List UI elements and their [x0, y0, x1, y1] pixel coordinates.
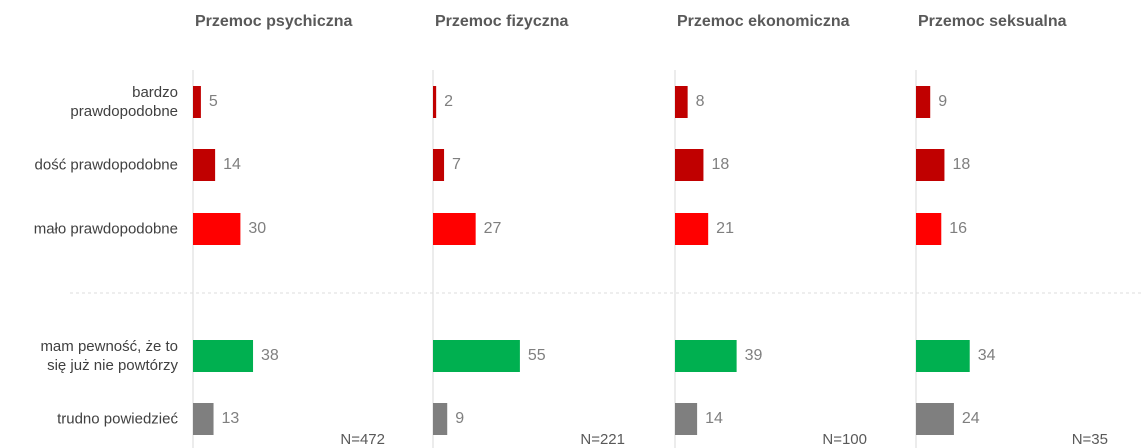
bar [193, 403, 214, 435]
value-label: 13 [222, 410, 240, 427]
bar [916, 340, 970, 372]
value-label: 2 [444, 93, 453, 110]
bar [193, 340, 254, 372]
bar [433, 86, 437, 118]
n-label: N=221 [580, 431, 625, 448]
value-label: 7 [452, 156, 461, 173]
value-label: 5 [209, 93, 218, 110]
value-label: 18 [711, 156, 729, 173]
bar [916, 213, 942, 245]
value-label: 14 [705, 410, 723, 427]
category-label: mało prawdopodobne [33, 220, 178, 238]
bar [675, 149, 704, 181]
bar [675, 403, 698, 435]
bar [675, 340, 737, 372]
n-label: N=472 [340, 431, 385, 448]
value-label: 34 [978, 347, 996, 364]
value-label: 30 [248, 220, 266, 237]
bar [193, 149, 216, 181]
value-label: 9 [455, 410, 464, 427]
bar [916, 149, 945, 181]
category-label: trudno powiedzieć [57, 410, 178, 428]
bar [193, 213, 241, 245]
panel-title: Przemoc psychiczna [195, 13, 353, 30]
bar [433, 149, 445, 181]
value-label: 21 [716, 220, 734, 237]
bar [675, 213, 709, 245]
value-label: 27 [484, 220, 502, 237]
bar [433, 403, 448, 435]
category-label: dość prawdopodobne [34, 156, 178, 174]
panel-title: Przemoc fizyczna [435, 13, 568, 30]
panel-title: Przemoc seksualna [918, 13, 1067, 30]
bar [193, 86, 201, 118]
value-label: 38 [261, 347, 279, 364]
category-label: bardzo prawdopodobne [70, 84, 178, 120]
panel-title: Przemoc ekonomiczna [677, 13, 850, 30]
bar [433, 213, 476, 245]
bar [916, 403, 954, 435]
category-label: mam pewność, że to się już nie powtórzy [40, 338, 178, 374]
value-label: 18 [952, 156, 970, 173]
value-label: 8 [696, 93, 705, 110]
n-label: N=35 [1072, 431, 1108, 448]
bar [916, 86, 931, 118]
value-label: 55 [528, 347, 546, 364]
bar [433, 340, 520, 372]
bar [675, 86, 688, 118]
value-label: 9 [938, 93, 947, 110]
value-label: 14 [223, 156, 241, 173]
value-label: 24 [962, 410, 980, 427]
n-label: N=100 [822, 431, 867, 448]
value-label: 16 [949, 220, 967, 237]
value-label: 39 [745, 347, 763, 364]
